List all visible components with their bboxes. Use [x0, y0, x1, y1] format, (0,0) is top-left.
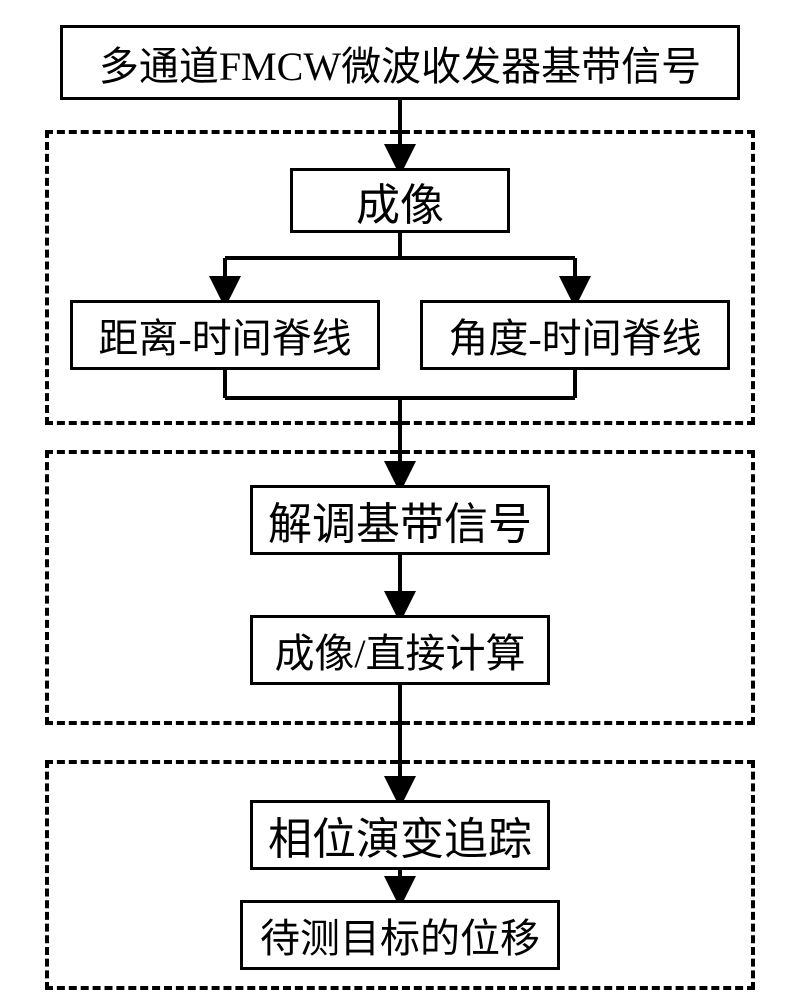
node-imaging-direct-calc: 成像/直接计算 [250, 615, 550, 685]
node-baseband-signal: 多通道FMCW微波收发器基带信号 [60, 25, 740, 100]
node-label: 待测目标的位移 [260, 906, 540, 964]
node-label: 解调基带信号 [268, 488, 532, 552]
node-label: 相位演变追踪 [268, 803, 532, 867]
node-demodulate: 解调基带信号 [250, 485, 550, 555]
node-label: 成像 [356, 169, 444, 233]
node-label: 距离-时间脊线 [98, 306, 351, 364]
node-phase-tracking: 相位演变追踪 [250, 800, 550, 870]
node-label: 成像/直接计算 [274, 621, 525, 679]
node-target-displacement: 待测目标的位移 [240, 900, 560, 970]
node-imaging: 成像 [290, 168, 510, 233]
node-angle-time-ridge: 角度-时间脊线 [420, 300, 730, 370]
node-range-time-ridge: 距离-时间脊线 [70, 300, 380, 370]
flowchart-canvas: 多通道FMCW微波收发器基带信号 成像 距离-时间脊线 角度-时间脊线 解调基带… [0, 0, 799, 1000]
node-label: 多通道FMCW微波收发器基带信号 [99, 34, 701, 92]
node-label: 角度-时间脊线 [448, 306, 701, 364]
